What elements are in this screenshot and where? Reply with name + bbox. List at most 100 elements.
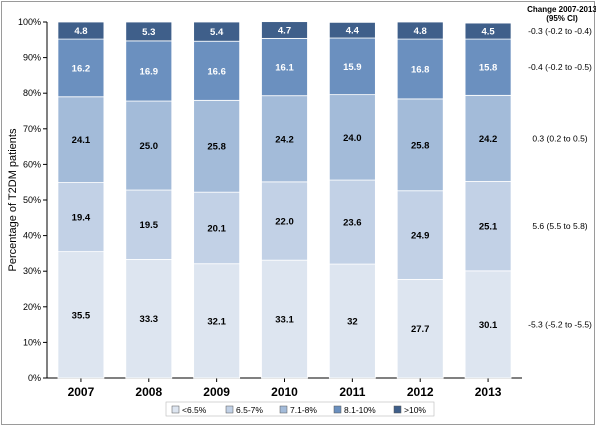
y-tick-label: 40% [23,231,41,241]
data-label: 4.5 [481,27,495,38]
legend-swatch [225,405,234,414]
bar-segment [125,259,173,379]
legend-swatch [171,405,180,414]
y-tick-label: 70% [23,124,41,134]
change-annotation: -0.4 (-0.2 to -0.5) [528,62,592,72]
y-tick-label: 0% [28,373,41,383]
bar-segment [464,22,512,40]
bar-segment [396,278,444,379]
bar-segment [125,100,173,191]
change-annotation: 5.6 (5.5 to 5.8) [532,221,587,231]
change-annotation: -0.3 (-0.2 to -0.4) [528,26,592,36]
legend-label: >10% [404,405,426,415]
data-label: 4.8 [74,26,87,37]
data-label: 30.1 [479,320,498,331]
data-label: 16.2 [72,63,91,74]
bar-segment [125,40,173,102]
bar-segment [261,259,308,379]
data-label: 33.3 [140,314,159,325]
bar-segment [193,21,241,42]
data-label: 24.0 [343,133,362,144]
data-label: 25.8 [411,140,430,151]
bar-segment [57,21,105,40]
bar-segment [57,182,105,253]
bar-segment [125,21,173,42]
data-label: 4.4 [346,26,360,37]
bar-segment [328,263,376,379]
data-label: 15.9 [343,62,362,73]
y-tick-label: 60% [23,159,41,169]
legend-label: <6.5% [182,405,207,415]
y-tick-label: 100% [18,17,41,27]
bar-segment [464,270,512,379]
bar-segment [261,37,308,97]
change-annotations: Change 2007-2013(95% CI) -0.3 (-0.2 to -0… [527,5,596,329]
data-label: 33.1 [275,315,294,326]
bar-segment [396,98,444,192]
bar-segment [57,96,105,183]
data-label: 4.8 [414,26,427,37]
data-label: 24.9 [411,231,430,242]
bar-segment [261,181,308,261]
data-label: 4.7 [278,26,291,37]
data-label: 19.4 [72,213,91,224]
x-tick-label: 2013 [475,385,502,399]
bar-segment [328,37,376,96]
data-label: 32.1 [207,316,226,327]
data-label: 5.3 [142,27,155,38]
data-label: 35.5 [72,310,91,321]
data-label: 25.1 [479,222,498,233]
bar-segment [396,190,444,280]
x-tick-label: 2009 [203,385,230,399]
bar-segment [464,38,512,96]
bars: 35.5 19.4 24.1 16.2 4.8 33.3 19.5 25.0 16.9 5.3 32… [57,21,512,379]
bar-segment [396,38,444,100]
data-label: 24.1 [72,135,91,146]
x-tick-label: 2010 [271,385,298,399]
bar-segment [464,181,512,272]
data-label: 24.2 [275,134,294,145]
legend-label: 7.1-8% [290,405,317,415]
change-annotation: -5.3 (-5.2 to -5.5) [528,319,592,329]
data-label: 16.1 [275,63,294,74]
bar-segment [193,99,241,193]
data-label: 16.9 [140,66,159,77]
data-label: 16.6 [207,66,226,77]
legend-label: 8.1-10% [344,405,376,415]
legend-swatch [393,405,402,414]
change-annotation: 0.3 (0.2 to 0.5) [532,133,587,143]
data-label: 25.0 [140,141,159,152]
data-label: 27.7 [411,324,430,335]
legend-swatch [333,405,342,414]
bar-segment [396,21,444,40]
y-tick-label: 20% [23,302,41,312]
x-tick-label: 2007 [68,385,95,399]
data-label: 22.0 [275,217,294,228]
bar-segment [328,21,376,39]
change-header: Change 2007-2013 [527,5,596,14]
bar-segment [261,21,308,39]
data-label: 20.1 [207,223,226,234]
data-label: 25.8 [207,142,226,153]
data-label: 23.6 [343,218,362,229]
data-label: 5.4 [210,27,224,38]
bar-segment [193,40,241,101]
x-tick-label: 2012 [407,385,434,399]
legend: <6.5% 6.5-7% 7.1-8% 8.1-10% >10% [165,401,435,417]
legend-swatch [279,405,288,414]
data-label: 24.2 [479,134,498,145]
y-tick-label: 30% [23,266,41,276]
y-tick-label: 50% [23,195,41,205]
x-tick-label: 2011 [339,385,365,399]
bar-segment [57,38,105,98]
bar-segment [328,94,376,181]
y-tick-label: 90% [23,53,41,63]
data-label: 32 [347,317,358,328]
bar-segment [193,263,241,379]
bar-segment [125,189,173,260]
y-tick-label: 10% [23,337,41,347]
data-label: 15.8 [479,63,498,74]
data-label: 16.8 [411,64,430,75]
